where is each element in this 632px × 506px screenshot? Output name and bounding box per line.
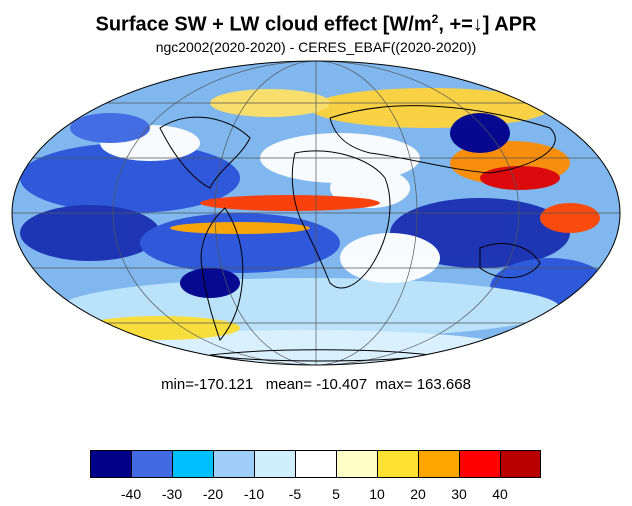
plot-title: Surface SW + LW cloud effect [W/m2, +=↓]… <box>95 12 537 36</box>
stat-mean: -10.407 <box>316 376 368 393</box>
colorbar-tick-label: -30 <box>161 486 183 502</box>
colorbar-box <box>500 450 541 478</box>
colorbar-tick-label: 20 <box>410 486 426 502</box>
colorbar-tick-label: -10 <box>243 486 265 502</box>
colorbar-tick-label: 10 <box>369 486 385 502</box>
stat-min: -170.121 <box>194 376 254 393</box>
map-border <box>11 60 621 366</box>
colorbar-tick-label: -5 <box>288 486 302 502</box>
colorbar-box <box>295 450 336 478</box>
stat-max: 163.668 <box>416 376 471 393</box>
colorbar-box <box>254 450 295 478</box>
colorbar-box <box>336 450 377 478</box>
colorbar-tick-label: 40 <box>492 486 508 502</box>
plot-subtitle: ngc2002(2020-2020) - CERES_EBAF((2020-20… <box>155 39 477 55</box>
colorbar-box <box>377 450 418 478</box>
stats-line: min=-170.121 mean= -10.407 max= 163.668 <box>161 376 471 393</box>
colorbar-box <box>459 450 500 478</box>
graticule <box>12 61 620 365</box>
colorbar-box <box>172 450 213 478</box>
colorbar-tick-label: -20 <box>202 486 224 502</box>
colorbar-box <box>418 450 459 478</box>
colorbar-tick-label: -40 <box>120 486 142 502</box>
mollweide-map <box>11 60 621 366</box>
colorbar-box <box>131 450 172 478</box>
colorbar-box <box>213 450 254 478</box>
colorbar <box>90 450 541 478</box>
colorbar-tick-label: 30 <box>451 486 467 502</box>
colorbar-tick-label: 5 <box>332 486 340 502</box>
colorbar-box <box>90 450 131 478</box>
